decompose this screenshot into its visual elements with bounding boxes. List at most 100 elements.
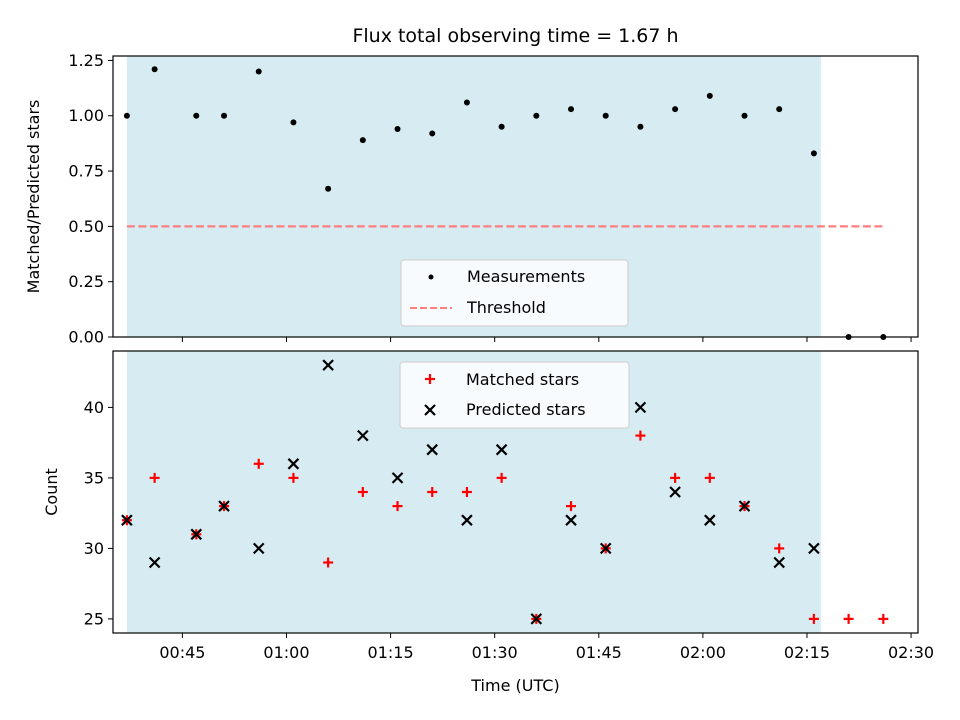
legend-predicted-label: Predicted stars bbox=[466, 400, 586, 419]
matched-stars-point bbox=[392, 501, 403, 512]
predicted-stars-point bbox=[322, 359, 334, 371]
ratio-panel: 0.00 0.25 0.50 0.75 1.00 1.25 Flux total obse… bbox=[24, 25, 919, 347]
ratio-legend-box bbox=[400, 259, 629, 327]
measurement-point bbox=[706, 92, 713, 99]
ratio-legend: Measurements Threshold bbox=[400, 259, 629, 327]
predicted-stars-point bbox=[599, 542, 612, 555]
predicted-stars-point bbox=[391, 472, 404, 484]
predicted-stars-point bbox=[252, 542, 265, 555]
predicted-stars-point bbox=[461, 514, 473, 526]
matched-stars-point bbox=[323, 557, 334, 568]
measurement-point bbox=[193, 112, 200, 119]
x-tick-label: 02:15 bbox=[784, 643, 830, 662]
predicted-stars-point bbox=[218, 500, 230, 512]
predicted-stars-point bbox=[738, 500, 751, 512]
measurement-point bbox=[325, 185, 332, 192]
matched-stars-point bbox=[808, 613, 819, 624]
x-tick-label: 01:00 bbox=[263, 643, 309, 662]
matched-stars-point bbox=[496, 472, 507, 483]
y-tick-label: 0.50 bbox=[68, 217, 104, 236]
legend-x-glyph bbox=[424, 404, 436, 416]
legend-matched-marker bbox=[425, 374, 435, 384]
count-y-ticks: 25 30 35 40 bbox=[84, 398, 113, 628]
count-marks bbox=[121, 359, 889, 625]
measurement-point bbox=[533, 112, 540, 119]
x-tick-label: 00:45 bbox=[159, 643, 205, 662]
predicted-stars-point bbox=[426, 443, 439, 456]
matched-stars-point bbox=[878, 613, 889, 624]
matched-stars-point bbox=[461, 487, 472, 497]
predicted-stars-point bbox=[634, 401, 647, 414]
count-y-axis-label: Count bbox=[42, 468, 61, 516]
predicted-stars-point bbox=[704, 514, 716, 526]
measurement-point bbox=[221, 112, 228, 119]
ratio-x-ticks bbox=[181, 337, 912, 342]
x-tick-label: 01:30 bbox=[472, 643, 518, 662]
x-tick-label: 02:30 bbox=[888, 643, 934, 662]
measurement-point bbox=[810, 150, 817, 157]
predicted-stars-point bbox=[357, 429, 369, 442]
matched-stars-point bbox=[253, 458, 264, 469]
measurement-point bbox=[463, 99, 470, 106]
predicted-stars-point bbox=[565, 514, 577, 526]
predicted-stars-point bbox=[669, 486, 681, 498]
measurement-point bbox=[290, 119, 297, 126]
y-tick-label: 25 bbox=[84, 609, 104, 628]
count-legend: Matched stars Predicted stars bbox=[399, 361, 630, 429]
y-tick-label: 0.25 bbox=[68, 272, 104, 291]
measurement-point bbox=[123, 112, 130, 119]
measurement-point bbox=[672, 106, 679, 113]
measurement-point bbox=[568, 106, 575, 113]
y-tick-label: 0.75 bbox=[68, 162, 104, 181]
measurement-point bbox=[498, 123, 505, 130]
predicted-stars-point bbox=[773, 556, 785, 569]
matched-stars-point bbox=[704, 472, 715, 483]
predicted-stars-point bbox=[495, 443, 508, 456]
legend-threshold-label: Threshold bbox=[466, 298, 546, 317]
matched-stars-point bbox=[843, 613, 854, 624]
legend-measurements-label: Measurements bbox=[467, 267, 585, 286]
measurement-point bbox=[359, 137, 366, 144]
matched-stars-point bbox=[774, 543, 785, 554]
measurement-point bbox=[741, 112, 748, 119]
x-tick-label: 01:45 bbox=[576, 643, 622, 662]
measurement-point bbox=[394, 126, 401, 133]
matched-stars-point bbox=[566, 501, 577, 512]
legend-plus-glyph bbox=[425, 374, 435, 384]
measurement-point bbox=[151, 66, 158, 73]
x-axis-label: Time (UTC) bbox=[470, 676, 559, 695]
matched-stars-point bbox=[149, 472, 160, 483]
matched-stars-point bbox=[357, 487, 368, 497]
count-legend-box bbox=[399, 361, 630, 429]
predicted-stars-point bbox=[808, 542, 820, 555]
ratio-axes-frame bbox=[112, 55, 919, 338]
y-tick-label: 35 bbox=[84, 468, 104, 487]
matched-stars-point bbox=[635, 430, 646, 441]
count-x-ticks: 00:45 01:00 01:15 01:30 01:45 02:00 02:15 02:30 bbox=[159, 633, 934, 662]
matched-stars-point bbox=[427, 487, 438, 497]
measurement-point bbox=[637, 123, 644, 130]
y-tick-label: 0.00 bbox=[68, 328, 104, 347]
ratio-y-ticks: 0.00 0.25 0.50 0.75 1.00 1.25 bbox=[68, 51, 113, 347]
y-tick-label: 30 bbox=[84, 539, 104, 558]
x-tick-label: 02:00 bbox=[680, 643, 726, 662]
measurement-point bbox=[255, 68, 262, 75]
y-tick-label: 1.25 bbox=[68, 51, 104, 70]
legend-measurements-marker bbox=[428, 274, 434, 280]
y-tick-label: 40 bbox=[84, 398, 104, 417]
matched-stars-point bbox=[670, 472, 681, 483]
predicted-stars-point bbox=[190, 528, 203, 541]
legend-predicted-marker bbox=[424, 404, 436, 416]
y-tick-label: 1.00 bbox=[68, 106, 104, 125]
predicted-stars-point bbox=[121, 514, 133, 526]
legend-matched-label: Matched stars bbox=[466, 370, 579, 389]
predicted-stars-point bbox=[287, 458, 300, 470]
predicted-stars-point bbox=[148, 556, 161, 569]
measurement-point bbox=[429, 130, 436, 137]
matched-stars-point bbox=[288, 472, 299, 483]
ratio-marks bbox=[123, 66, 887, 340]
predicted-stars-point bbox=[530, 613, 543, 625]
measurement-point bbox=[602, 112, 609, 119]
